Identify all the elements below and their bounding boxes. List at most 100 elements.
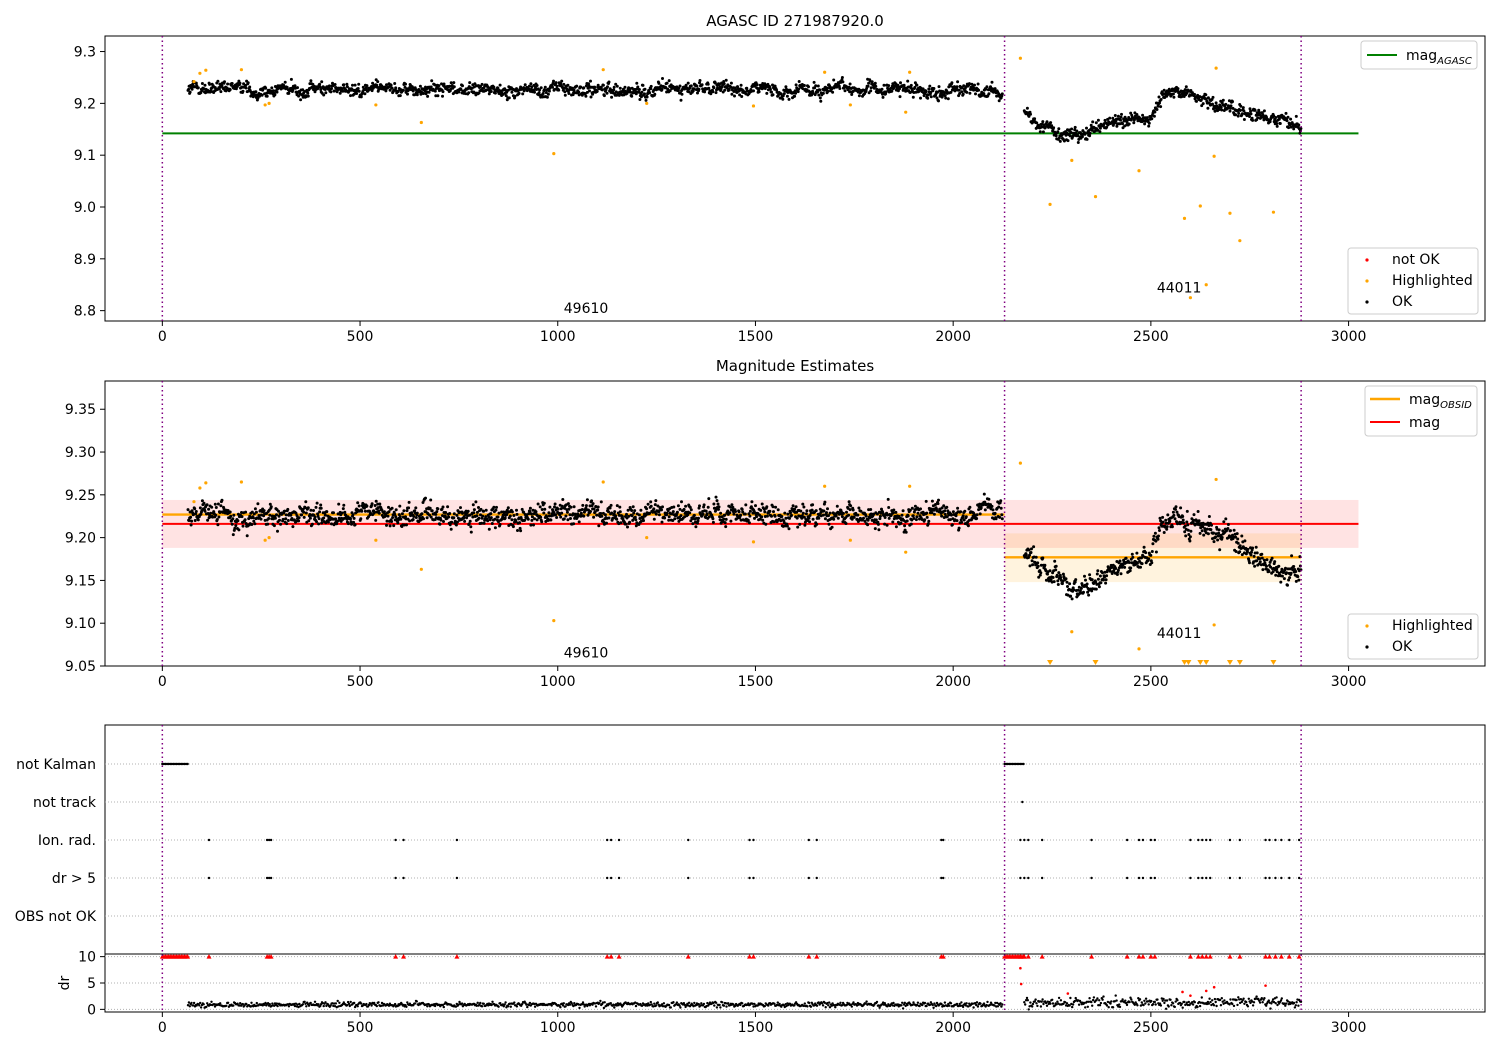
ok-point — [924, 90, 928, 94]
ok-point — [386, 514, 390, 518]
ok-point — [385, 83, 388, 87]
ok-point — [545, 95, 549, 99]
ok-point — [248, 85, 252, 89]
flag-point — [748, 876, 751, 880]
ok-point — [191, 82, 195, 86]
ok-point — [688, 505, 692, 509]
ok-point — [244, 510, 248, 514]
ok-point — [489, 90, 493, 93]
ok-point — [1135, 551, 1139, 555]
ok-point — [985, 85, 989, 89]
ok-point — [313, 515, 317, 519]
ok-point — [216, 502, 220, 506]
ok-point — [982, 92, 986, 96]
dr-clipped-marker — [1021, 954, 1027, 959]
ok-point — [840, 515, 844, 519]
dr-point — [301, 1003, 305, 1006]
ok-point — [959, 510, 963, 514]
ok-point — [1286, 583, 1289, 587]
ok-point — [684, 83, 688, 87]
ok-point — [234, 524, 238, 528]
ok-point — [943, 509, 947, 513]
flag-point — [1205, 876, 1208, 880]
ok-point — [506, 506, 510, 510]
ok-point — [1256, 116, 1260, 120]
ok-point — [877, 528, 881, 532]
ok-point — [984, 87, 988, 91]
ok-point — [1234, 535, 1238, 539]
flag-point — [1019, 876, 1022, 880]
ok-point — [374, 518, 378, 522]
ok-point — [301, 88, 305, 92]
ok-point — [1038, 573, 1042, 577]
ok-point — [929, 90, 933, 94]
ok-point — [429, 515, 433, 519]
ok-point — [492, 505, 496, 509]
ok-point — [1119, 572, 1123, 576]
ok-point — [630, 509, 634, 512]
ok-point — [909, 522, 913, 526]
ok-point — [1260, 552, 1264, 556]
ok-point — [440, 82, 443, 86]
ok-point — [1088, 134, 1092, 138]
ok-point — [557, 88, 561, 92]
ok-point — [961, 92, 965, 96]
ok-point — [484, 515, 488, 519]
ok-point — [247, 517, 251, 521]
ok-point — [599, 85, 603, 89]
ok-point — [1033, 117, 1037, 121]
ok-point — [337, 502, 341, 506]
ok-point — [637, 523, 641, 526]
ok-point — [1075, 129, 1079, 133]
ok-point — [1172, 95, 1176, 99]
ok-point — [717, 507, 720, 511]
flag-point — [940, 838, 943, 842]
ok-point — [754, 504, 757, 508]
ok-point — [1289, 571, 1293, 575]
ok-point — [729, 519, 733, 523]
ok-point — [885, 523, 889, 527]
ok-point — [1292, 565, 1296, 568]
ok-point — [250, 523, 254, 526]
ok-point — [640, 90, 644, 94]
flag-point — [1238, 876, 1242, 880]
ok-point — [919, 507, 922, 511]
ok-point — [532, 523, 535, 527]
ok-point — [477, 506, 480, 509]
ok-point — [198, 506, 202, 510]
ok-point — [378, 502, 382, 506]
ok-point — [770, 90, 773, 94]
ok-point — [1252, 554, 1256, 558]
flag-point — [1153, 838, 1157, 842]
ok-point — [1232, 528, 1236, 532]
ok-point — [518, 521, 522, 525]
plot-area — [104, 724, 1486, 1013]
ok-point — [1024, 553, 1028, 557]
ok-point — [836, 516, 840, 520]
below-limit-marker — [1185, 660, 1192, 665]
x-tick-label: 500 — [347, 674, 374, 690]
ok-point — [968, 91, 972, 95]
y-tick-label: 9.10 — [65, 616, 96, 632]
ok-point — [811, 503, 815, 507]
ok-point — [533, 517, 536, 521]
ok-point — [642, 519, 645, 523]
ok-point — [1153, 531, 1157, 535]
ok-point — [1238, 109, 1242, 112]
ok-point — [688, 511, 692, 515]
ok-point — [325, 510, 329, 514]
ok-point — [1186, 523, 1190, 527]
ok-point — [682, 507, 686, 511]
ok-point — [589, 95, 593, 99]
ok-point — [1279, 580, 1283, 584]
ok-point — [915, 83, 919, 87]
ok-point — [359, 517, 363, 521]
ok-point — [463, 519, 467, 523]
ok-point — [1038, 130, 1042, 134]
ok-point — [975, 513, 979, 517]
flag-point — [1090, 876, 1093, 880]
ok-point — [615, 93, 619, 97]
ok-point — [504, 94, 508, 98]
ok-point — [797, 80, 801, 83]
ok-point — [575, 84, 579, 88]
